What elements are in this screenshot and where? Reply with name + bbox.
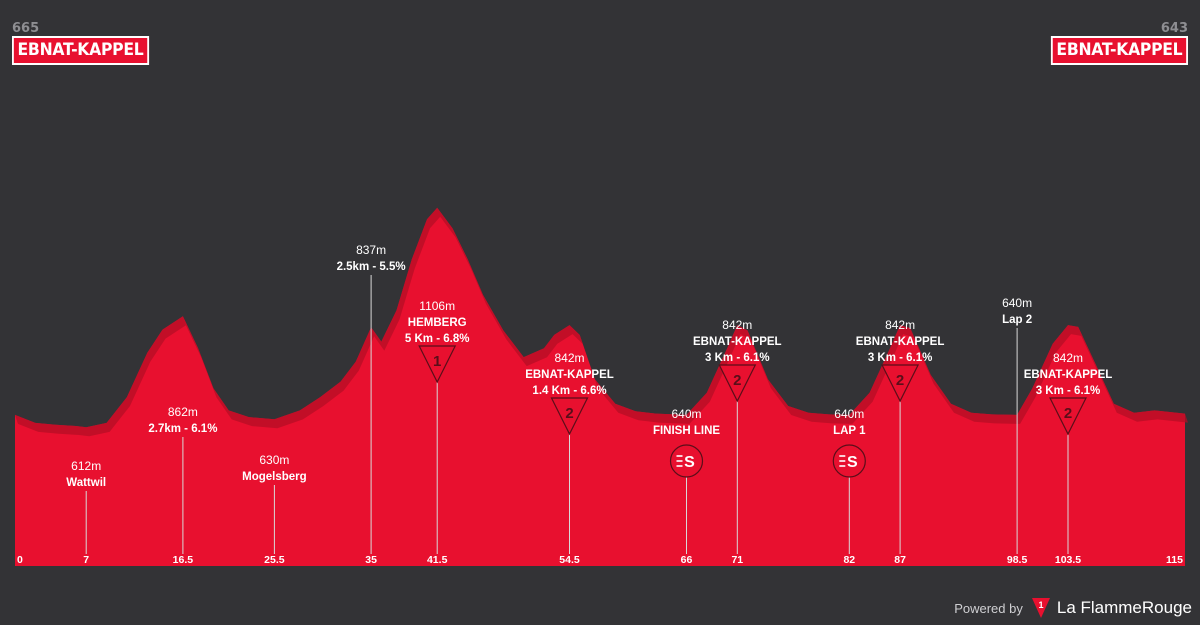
kom-triangle-icon — [1049, 397, 1087, 436]
kom-category-label: 1 — [433, 353, 441, 370]
brand-name-part1: La Flamme — [1056, 598, 1142, 617]
poi-name-label: EBNAT-KAPPEL — [856, 336, 945, 348]
x-tick-label: 82 — [843, 554, 855, 566]
start-town-header: 665 EBNAT-KAPPEL — [12, 21, 161, 65]
poi-altitude-label: 837m — [356, 243, 386, 257]
poi-altitude-label: 842m — [885, 318, 915, 332]
brand-name: La FlammeRouge — [1057, 598, 1192, 618]
x-tick-label: 71 — [731, 554, 743, 566]
x-tick-label: 7 — [83, 554, 89, 566]
sprint-letter-label: S — [684, 454, 695, 471]
finish-town-header: 643 EBNAT-KAPPEL — [1039, 21, 1188, 65]
poi-name-label: Mogelsberg — [242, 471, 307, 483]
x-tick-label: 16.5 — [173, 554, 194, 566]
x-tick-label: 103.5 — [1055, 554, 1081, 566]
start-altitude: 665 — [12, 21, 40, 36]
la-flamme-rouge-logo-icon: 1 — [1031, 598, 1050, 618]
poi-name-label: FINISH LINE — [653, 425, 720, 437]
kom-category-label: 2 — [1064, 405, 1072, 422]
kom-category-label: 2 — [733, 372, 741, 389]
brand-name-part2: Rouge — [1141, 598, 1192, 617]
kom-category-label: 2 — [565, 405, 573, 422]
poi-altitude-label: 612m — [71, 459, 101, 473]
x-tick-label: 98.5 — [1007, 554, 1028, 566]
x-tick-label: 35 — [365, 554, 377, 566]
sprint-circle-icon — [669, 444, 704, 478]
poi-altitude-label: 630m — [259, 453, 289, 467]
poi-name-label: 2.7km - 6.1% — [148, 423, 217, 435]
x-tick-label: 66 — [681, 554, 693, 566]
footer-branding: Powered by 1 La FlammeRouge — [954, 597, 1192, 619]
poi-altitude-label: 862m — [168, 405, 198, 419]
start-town-label: EBNAT-KAPPEL — [12, 36, 149, 65]
x-tick-label: 0 — [17, 554, 23, 566]
kom-triangle-icon — [418, 345, 457, 384]
logo-glyph: 1 — [1038, 600, 1043, 610]
poi-altitude-label: 842m — [554, 351, 584, 365]
poi-altitude-label: 842m — [722, 318, 752, 332]
poi-altitude-label: 1106m — [419, 299, 455, 313]
poi-name-label: 5 Km - 6.8% — [405, 333, 470, 345]
finish-town-label: EBNAT-KAPPEL — [1051, 36, 1188, 65]
powered-by-label: Powered by — [954, 600, 1023, 616]
finish-altitude: 643 — [1160, 21, 1188, 36]
poi-altitude-label: 640m — [834, 407, 864, 421]
poi-name-label: 3 Km - 6.1% — [868, 352, 933, 364]
poi-name-label: LAP 1 — [833, 425, 866, 437]
kom-triangle-icon — [718, 364, 757, 403]
sprint-letter-label: S — [847, 454, 858, 471]
x-tick-label: 87 — [894, 554, 906, 566]
poi-name-label: 3 Km - 6.1% — [1036, 385, 1101, 397]
kom-triangle-icon — [881, 364, 920, 403]
kom-category-label: 2 — [896, 372, 904, 389]
poi-name-label: 2.5km - 5.5% — [337, 261, 406, 273]
profile-ridge-shade — [15, 207, 1188, 437]
poi-name-label: EBNAT-KAPPEL — [693, 336, 782, 348]
poi-name-label: 1.4 Km - 6.6% — [532, 385, 606, 397]
x-tick-label: 54.5 — [559, 554, 580, 566]
kom-triangle-icon — [550, 397, 589, 436]
poi-name-label: 3 Km - 6.1% — [705, 352, 770, 364]
poi-name-label: Wattwil — [66, 477, 106, 489]
sprint-circle-icon — [832, 444, 866, 478]
poi-altitude-label: 640m — [1002, 296, 1032, 310]
x-tick-label: 115 — [1166, 554, 1183, 566]
poi-name-label: EBNAT-KAPPEL — [525, 369, 614, 381]
poi-altitude-label: 640m — [671, 407, 701, 421]
x-tick-label: 41.5 — [427, 554, 448, 566]
poi-name-label: Lap 2 — [1002, 314, 1032, 326]
poi-altitude-label: 842m — [1053, 351, 1083, 365]
x-tick-label: 25.5 — [264, 554, 285, 566]
poi-name-label: HEMBERG — [408, 317, 467, 329]
poi-name-label: EBNAT-KAPPEL — [1024, 369, 1113, 381]
